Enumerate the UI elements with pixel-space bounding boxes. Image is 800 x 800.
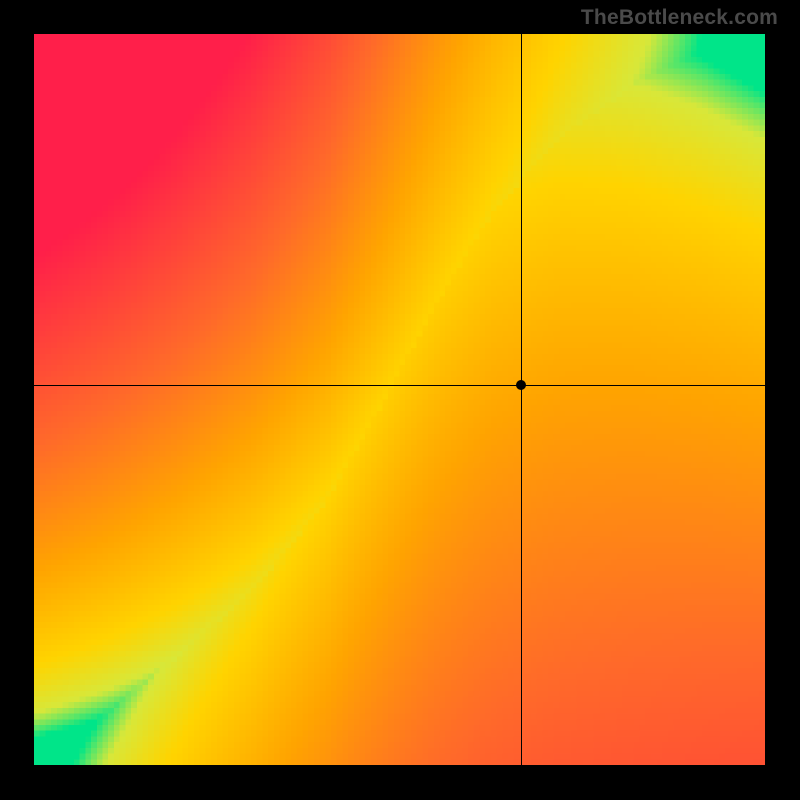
watermark-text: TheBottleneck.com bbox=[581, 6, 778, 30]
crosshair-vertical bbox=[521, 34, 522, 765]
plot-area bbox=[34, 34, 765, 765]
crosshair-horizontal bbox=[34, 385, 765, 386]
heatmap-canvas bbox=[34, 34, 765, 765]
crosshair-marker bbox=[516, 380, 526, 390]
